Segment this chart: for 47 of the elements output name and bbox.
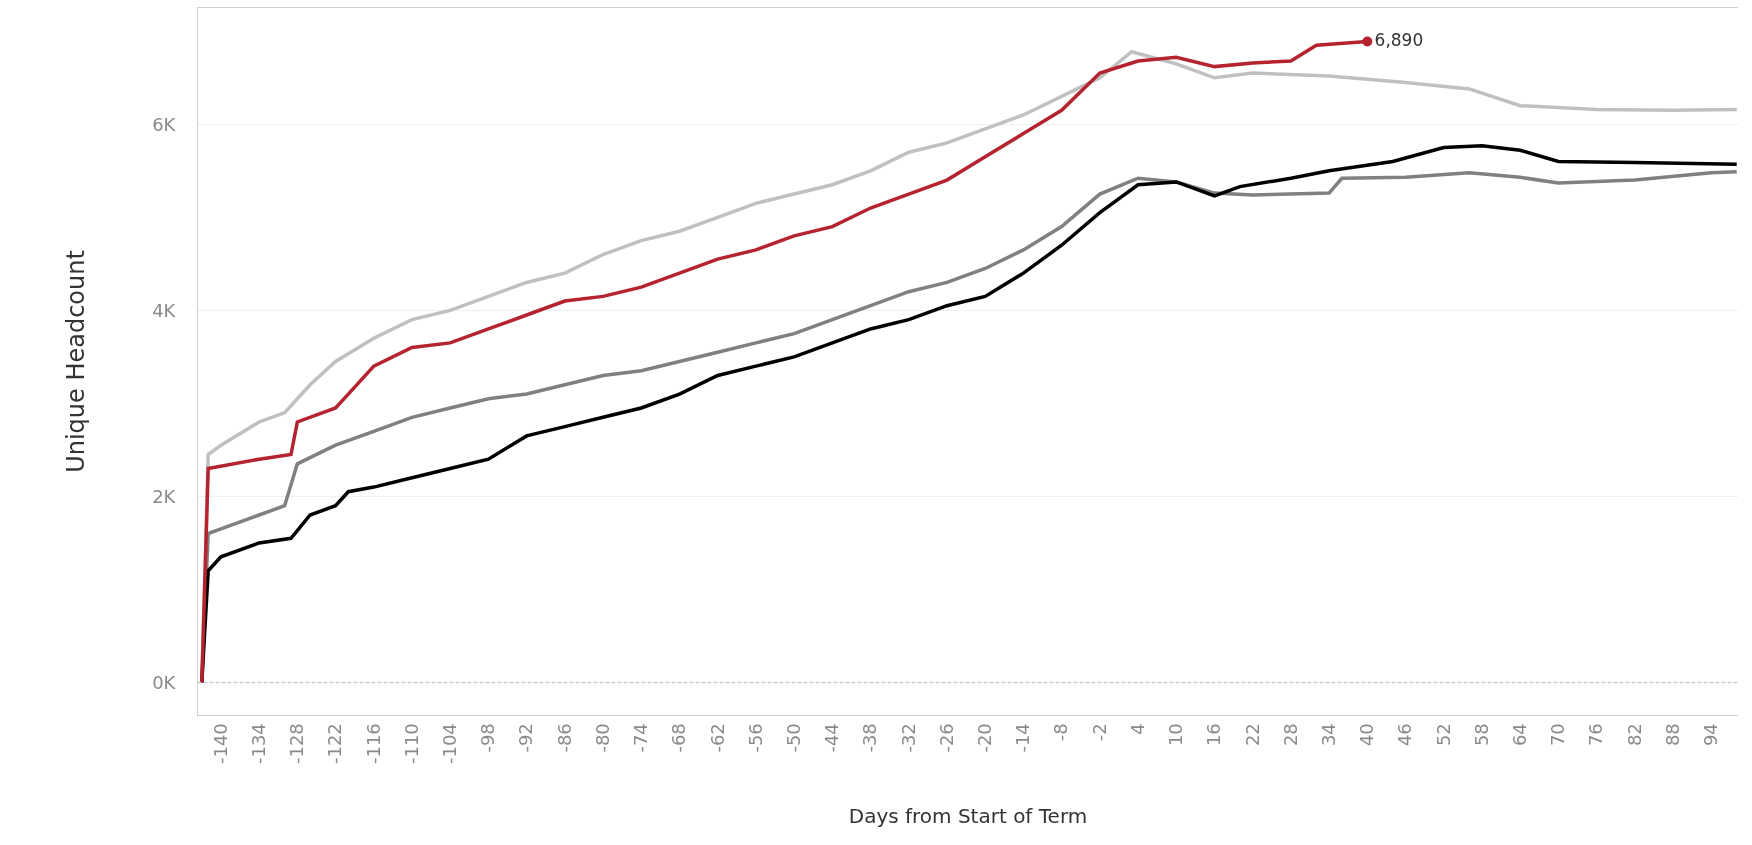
x-tick-label: -104 (439, 723, 461, 765)
x-tick-label: -26 (935, 723, 957, 753)
x-axis-title: Days from Start of Term (848, 803, 1088, 828)
x-tick-label: -92 (515, 723, 537, 753)
x-tick-label: 94 (1700, 723, 1722, 747)
x-tick-label: -86 (553, 723, 575, 753)
x-tick-label: 40 (1356, 723, 1378, 747)
x-tick-label: 82 (1623, 723, 1645, 747)
x-tick-label: -2 (1088, 723, 1110, 742)
x-tick-label: 46 (1394, 723, 1416, 747)
x-tick-label: -74 (630, 723, 652, 753)
x-tick-label: -20 (974, 723, 996, 753)
x-tick-label: 34 (1317, 723, 1339, 747)
x-tick-label: -140 (209, 723, 231, 765)
x-tick-label: 4 (1126, 723, 1148, 735)
x-tick-label: 22 (1241, 723, 1263, 747)
x-tick-label: 76 (1585, 723, 1607, 747)
y-tick-label: 6K (152, 113, 177, 135)
x-tick-label: 10 (1165, 723, 1187, 747)
x-tick-label: -44 (821, 723, 843, 753)
x-tick-label: 16 (1203, 723, 1225, 747)
x-tick-label: 58 (1470, 723, 1492, 747)
x-tick-label: -32 (897, 723, 919, 753)
x-tick-label: -38 (859, 723, 881, 753)
y-tick-label: 4K (152, 299, 177, 321)
x-tick-label: -116 (362, 723, 384, 765)
x-tick-label: -122 (324, 723, 346, 765)
x-tick-label: -62 (706, 723, 728, 753)
x-tick-label: -14 (1012, 723, 1034, 753)
x-tick-label: 64 (1509, 723, 1531, 747)
x-tick-label: -110 (400, 723, 422, 765)
x-tick-label: -50 (782, 723, 804, 753)
y-tick-label: 0K (152, 671, 177, 693)
x-tick-label: -56 (744, 723, 766, 753)
x-tick-label: 28 (1279, 723, 1301, 747)
y-tick-label: 2K (152, 485, 177, 507)
x-tick-label: -8 (1050, 723, 1072, 742)
x-tick-label: -68 (668, 723, 690, 753)
x-tick-label: 70 (1547, 723, 1569, 747)
x-tick-label: -134 (247, 723, 269, 765)
data-label: 6,890 (1374, 29, 1424, 50)
x-tick-label: 88 (1661, 723, 1683, 747)
x-tick-label: -80 (591, 723, 613, 753)
x-tick-label: 52 (1432, 723, 1454, 747)
x-tick-label: -98 (477, 723, 499, 753)
y-axis-title: Unique Headcount (62, 250, 91, 473)
x-tick-label: -128 (286, 723, 308, 765)
